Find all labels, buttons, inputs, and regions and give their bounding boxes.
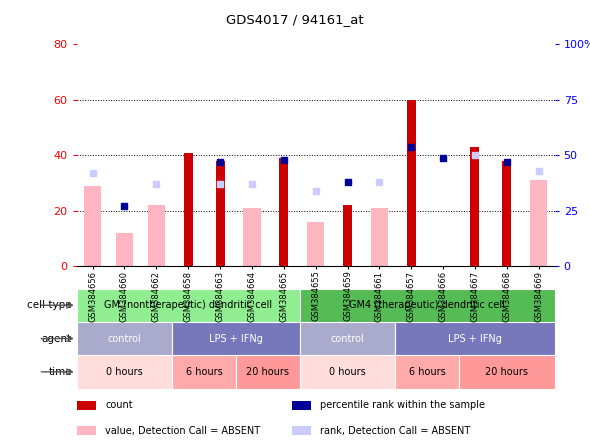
Text: 20 hours: 20 hours xyxy=(486,367,528,377)
Bar xyxy=(459,355,555,388)
Text: 6 hours: 6 hours xyxy=(186,367,222,377)
Bar xyxy=(172,355,236,388)
Bar xyxy=(470,147,480,266)
Text: 6 hours: 6 hours xyxy=(409,367,445,377)
Bar xyxy=(371,208,388,266)
Text: 0 hours: 0 hours xyxy=(329,367,366,377)
Bar xyxy=(77,355,172,388)
Bar xyxy=(116,233,133,266)
Bar xyxy=(172,322,300,355)
Bar xyxy=(291,426,311,435)
Bar xyxy=(236,355,300,388)
Text: time: time xyxy=(48,367,72,377)
Bar xyxy=(84,186,101,266)
Bar xyxy=(291,400,311,410)
Text: cell type: cell type xyxy=(27,300,72,310)
Text: GDS4017 / 94161_at: GDS4017 / 94161_at xyxy=(226,13,364,26)
Bar xyxy=(300,322,395,355)
Text: count: count xyxy=(106,400,133,410)
Text: 0 hours: 0 hours xyxy=(106,367,143,377)
Bar xyxy=(279,158,289,266)
Text: LPS + IFNg: LPS + IFNg xyxy=(448,333,502,344)
Text: control: control xyxy=(107,333,142,344)
Bar xyxy=(395,355,459,388)
Text: agent: agent xyxy=(42,333,72,344)
Text: rank, Detection Call = ABSENT: rank, Detection Call = ABSENT xyxy=(320,426,471,436)
Text: LPS + IFNg: LPS + IFNg xyxy=(209,333,263,344)
Bar xyxy=(307,222,324,266)
Bar xyxy=(395,322,555,355)
Bar xyxy=(77,426,96,435)
Bar xyxy=(77,289,300,322)
Text: value, Detection Call = ABSENT: value, Detection Call = ABSENT xyxy=(106,426,261,436)
Bar xyxy=(215,161,225,266)
Bar xyxy=(300,355,395,388)
Bar xyxy=(530,180,548,266)
Bar xyxy=(243,208,261,266)
Bar xyxy=(77,400,96,410)
Bar xyxy=(77,322,172,355)
Text: GM (nontherapeutic) dendritic cell: GM (nontherapeutic) dendritic cell xyxy=(104,300,272,310)
Bar xyxy=(183,153,193,266)
Text: 20 hours: 20 hours xyxy=(247,367,289,377)
Bar xyxy=(343,206,352,266)
Text: percentile rank within the sample: percentile rank within the sample xyxy=(320,400,486,410)
Bar xyxy=(300,289,555,322)
Bar xyxy=(407,100,416,266)
Text: control: control xyxy=(330,333,365,344)
Text: GM4 (therapeutic) dendritic cell: GM4 (therapeutic) dendritic cell xyxy=(349,300,505,310)
Bar xyxy=(148,206,165,266)
Bar xyxy=(502,161,512,266)
